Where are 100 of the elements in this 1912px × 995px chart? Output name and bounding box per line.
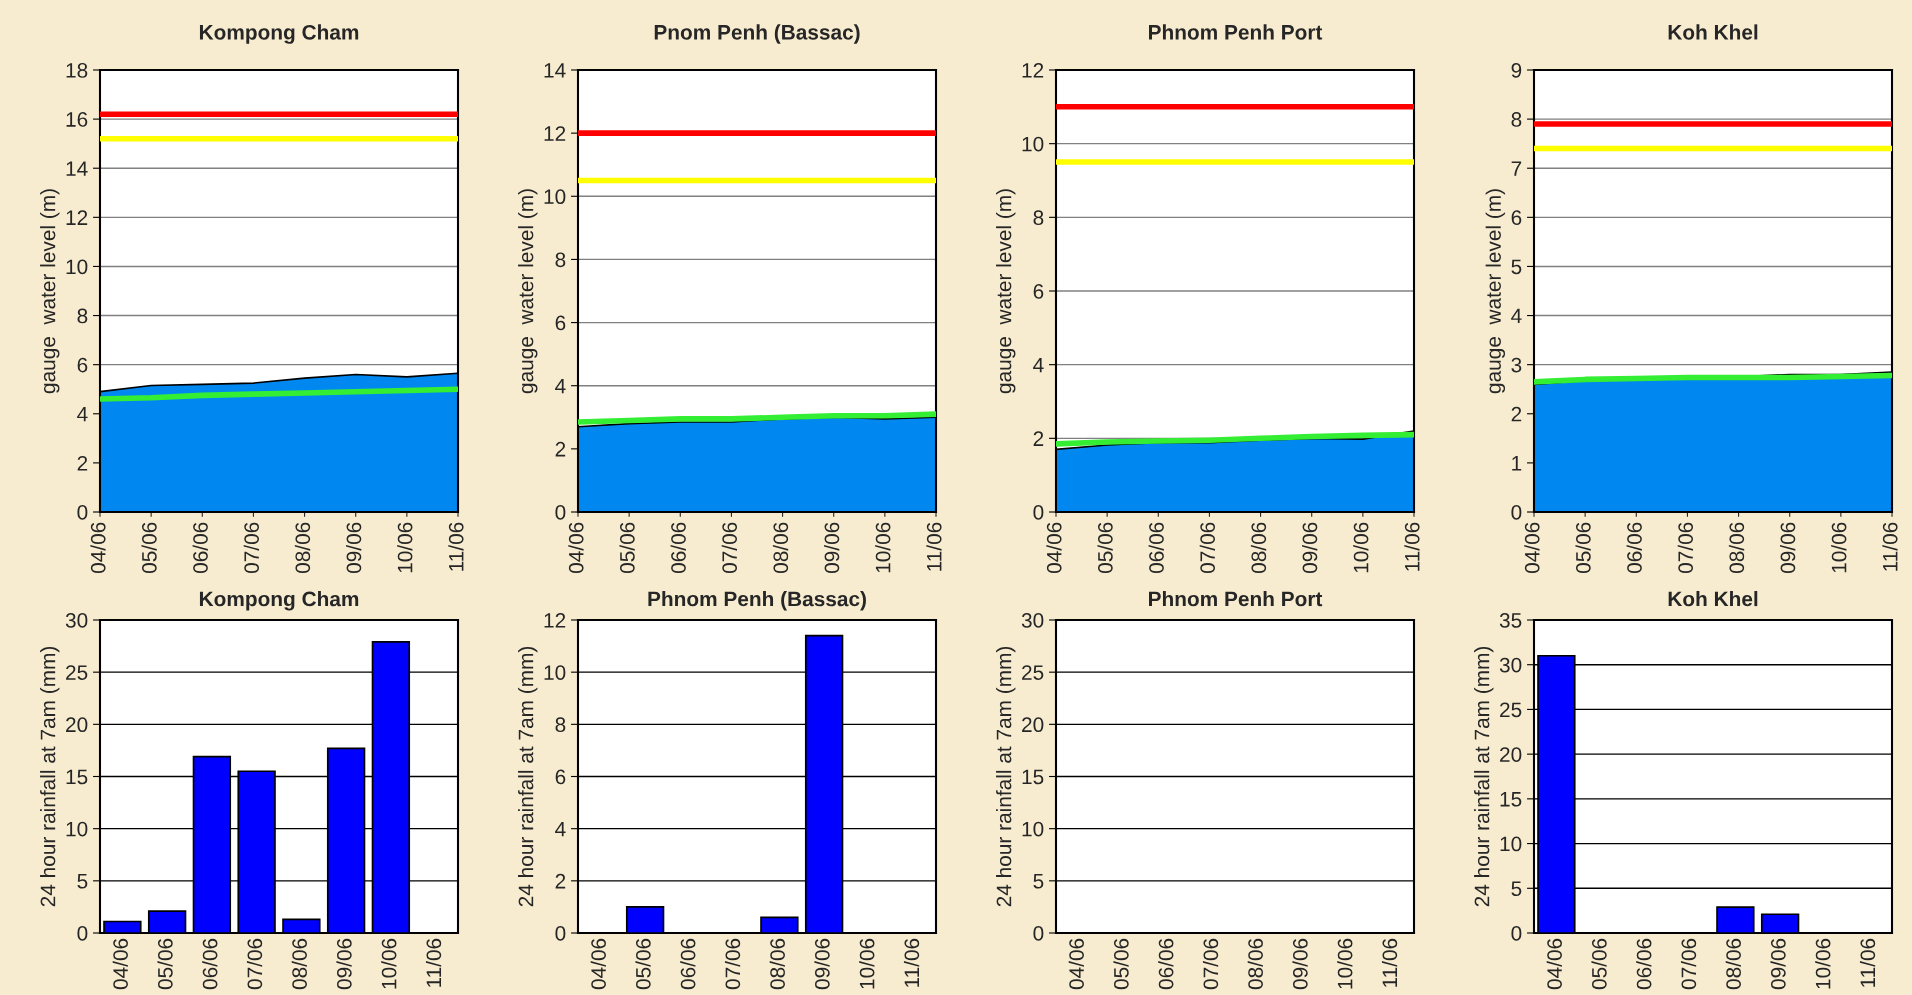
y-tick-label: 2 — [555, 441, 566, 457]
x-tick-label: 11/06 — [903, 938, 920, 987]
x-tick-label: 11/06 — [926, 522, 942, 571]
x-tick-label: 08/06 — [294, 522, 311, 574]
y-axis-title: gauge water level (m) — [996, 189, 1016, 394]
chart-title: Phnom Penh Port — [1149, 24, 1323, 40]
x-tick-label: 10/06 — [381, 938, 397, 989]
y-tick-label: 30 — [1499, 657, 1522, 673]
y-tick-label: 5 — [1511, 881, 1522, 897]
y-tick-label: 10 — [66, 259, 88, 275]
x-tick-label: 10/06 — [875, 522, 891, 573]
y-tick-label: 15 — [1022, 769, 1044, 785]
x-tick-label: 06/06 — [680, 938, 696, 990]
x-tick-label: 08/06 — [1247, 938, 1263, 990]
x-tick-label: 04/06 — [1068, 938, 1084, 990]
x-tick-label: 09/06 — [1770, 938, 1786, 990]
x-tick-label: 07/06 — [1199, 522, 1216, 574]
y-tick-label: 2 — [77, 455, 88, 471]
y-tick-label: 25 — [1500, 702, 1522, 718]
y-tick-label: 4 — [555, 821, 566, 837]
y-tick-label: 6 — [555, 769, 566, 785]
x-tick-label: 06/06 — [1158, 938, 1174, 990]
x-tick-label: 06/06 — [192, 522, 208, 574]
y-tick-label: 2 — [1033, 431, 1044, 446]
y-tick-label: 6 — [1033, 284, 1044, 299]
chart-title: Phnom Penh (Bassac) — [648, 591, 866, 611]
x-tick-label: 04/06 — [1524, 522, 1540, 574]
y-tick-label: 10 — [1022, 136, 1044, 152]
y-tick-label: 0 — [77, 926, 88, 941]
chart-title: Pnom Penh (Bassac) — [654, 24, 860, 44]
y-tick-label: 5 — [77, 874, 88, 889]
x-tick-label: 09/06 — [1302, 522, 1318, 574]
x-tick-label: 07/06 — [724, 938, 741, 990]
y-tick-label: 1 — [1512, 456, 1522, 471]
x-tick-label: 10/06 — [1353, 522, 1369, 573]
x-tick-label: 04/06 — [112, 938, 128, 990]
x-tick-label: 05/06 — [635, 938, 651, 990]
y-tick-label: 14 — [66, 161, 88, 176]
y-tick-label: 6 — [1511, 210, 1522, 226]
x-tick-label: 07/06 — [246, 938, 263, 990]
x-tick-label: 05/06 — [1591, 938, 1607, 990]
y-axis-title: 24 hour rainfall at 7am (mm) — [996, 646, 1016, 907]
y-tick-label: 6 — [555, 315, 566, 331]
x-tick-label: 07/06 — [721, 522, 738, 574]
y-tick-label: 8 — [555, 717, 566, 733]
chart-title: Koh Khel — [1668, 24, 1758, 40]
y-tick-label: 35 — [1499, 613, 1522, 628]
x-tick-label: 11/06 — [448, 522, 464, 571]
y-tick-label: 0 — [77, 505, 88, 520]
x-tick-label: 06/06 — [1636, 938, 1652, 990]
y-tick-label: 30 — [65, 613, 88, 628]
y-tick-label: 5 — [1033, 874, 1044, 889]
y-tick-label: 25 — [66, 665, 88, 680]
x-tick-label: 08/06 — [1250, 522, 1267, 574]
x-tick-label: 11/06 — [1404, 522, 1420, 571]
x-tick-label: 06/06 — [1626, 522, 1642, 574]
x-tick-label: 09/06 — [1780, 522, 1796, 574]
y-tick-label: 2 — [1511, 406, 1522, 422]
y-tick-label: 10 — [544, 665, 566, 680]
x-tick-label: 05/06 — [1575, 522, 1591, 574]
chart-title: Koh Khel — [1668, 591, 1758, 607]
y-tick-label: 8 — [1511, 112, 1522, 127]
x-tick-label: 04/06 — [1046, 522, 1062, 574]
x-tick-label: 09/06 — [824, 522, 840, 574]
x-tick-label: 08/06 — [772, 522, 789, 574]
x-tick-label: 06/06 — [1148, 522, 1164, 574]
y-tick-label: 18 — [66, 63, 88, 78]
y-tick-label: 25 — [1022, 665, 1044, 680]
x-tick-label: 11/06 — [1859, 938, 1876, 987]
y-tick-label: 30 — [1021, 613, 1044, 628]
y-tick-label: 2 — [555, 873, 566, 889]
y-tick-label: 0 — [1033, 926, 1044, 941]
x-tick-label: 08/06 — [769, 938, 785, 990]
y-tick-label: 16 — [66, 112, 88, 127]
y-axis-title: gauge water level (m) — [518, 189, 538, 394]
x-tick-label: 11/06 — [1882, 522, 1898, 571]
x-tick-label: 05/06 — [1097, 522, 1113, 574]
x-tick-label: 10/06 — [859, 938, 875, 989]
x-tick-label: 09/06 — [814, 938, 830, 990]
y-tick-label: 0 — [1511, 926, 1522, 941]
y-tick-label: 14 — [544, 63, 566, 78]
x-tick-label: 10/06 — [1337, 938, 1353, 989]
y-tick-label: 20 — [66, 717, 88, 733]
x-tick-label: 11/06 — [425, 938, 442, 987]
x-tick-label: 09/06 — [336, 938, 352, 990]
y-tick-label: 12 — [66, 210, 88, 225]
y-tick-label: 4 — [1511, 308, 1522, 324]
y-axis-title: 24 hour rainfall at 7am (mm) — [40, 646, 60, 907]
y-tick-label: 8 — [555, 252, 566, 268]
y-tick-label: 10 — [1022, 821, 1044, 837]
y-tick-label: 0 — [1511, 505, 1522, 520]
x-tick-label: 08/06 — [1725, 938, 1741, 990]
y-axis-title: 24 hour rainfall at 7am (mm) — [518, 646, 538, 907]
x-tick-label: 08/06 — [291, 938, 307, 990]
y-tick-label: 20 — [1500, 747, 1522, 762]
y-tick-label: 9 — [1511, 63, 1522, 78]
x-tick-label: 07/06 — [243, 522, 260, 574]
x-tick-label: 05/06 — [1113, 938, 1129, 990]
y-tick-label: 3 — [1511, 357, 1522, 373]
x-tick-label: 07/06 — [1677, 522, 1694, 574]
